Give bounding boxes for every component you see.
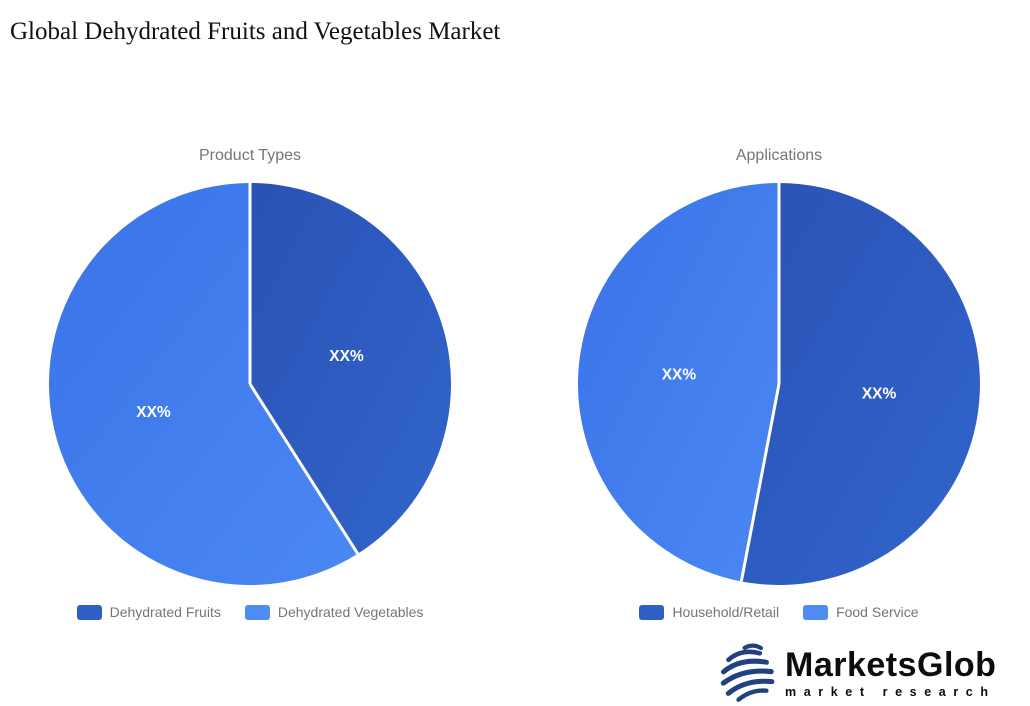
pie-data-label: XX% [329, 348, 364, 365]
legend-item-food-service[interactable]: Food Service [803, 604, 919, 620]
chart-title-applications: Applications [735, 147, 823, 164]
legend-applications: Household/Retail Food Service [539, 604, 1019, 620]
logo-name: MarketsGlob [785, 645, 997, 684]
pie-chart-product-types[interactable]: XX% XX% [48, 182, 452, 586]
legend-swatch-dehydrated-fruits [76, 604, 102, 620]
pie-chart-applications[interactable]: XX% XX% [577, 182, 981, 586]
page-title: Global Dehydrated Fruits and Vegetables … [10, 18, 501, 45]
pie-data-label: XX% [862, 385, 897, 402]
legend-item-household-retail[interactable]: Household/Retail [639, 604, 779, 620]
pie-data-label: XX% [662, 367, 697, 384]
legend-swatch-household-retail [639, 604, 665, 620]
chart-title-product-types: Product Types [199, 147, 301, 164]
pie-slice-household-retail[interactable] [741, 183, 980, 585]
pie-data-label: XX% [136, 404, 171, 421]
legend-item-dehydrated-vegetables[interactable]: Dehydrated Vegetables [244, 604, 424, 620]
pie-slice-food-service[interactable] [578, 183, 779, 582]
logo-text-block: MarketsGlob market research [785, 648, 996, 699]
legend-item-dehydrated-fruits[interactable]: Dehydrated Fruits [76, 604, 221, 620]
globe-icon [720, 643, 775, 702]
legend-label-household-retail: Household/Retail [672, 604, 780, 620]
slice-divider-line [739, 383, 781, 582]
legend-swatch-dehydrated-vegetables [244, 604, 270, 620]
brand-logo: MarketsGlob market research [716, 643, 996, 703]
legend-swatch-food-service [803, 604, 829, 620]
legend-label-dehydrated-fruits: Dehydrated Fruits [109, 604, 221, 620]
slice-divider-line [248, 383, 359, 555]
logo-subtitle: market research [785, 684, 996, 699]
legend-label-food-service: Food Service [836, 604, 919, 620]
pie-slice-dehydrated-vegetables[interactable] [48, 183, 358, 585]
legend-product-types: Dehydrated Fruits Dehydrated Vegetables [10, 604, 490, 620]
legend-label-dehydrated-vegetables: Dehydrated Vegetables [277, 604, 424, 620]
